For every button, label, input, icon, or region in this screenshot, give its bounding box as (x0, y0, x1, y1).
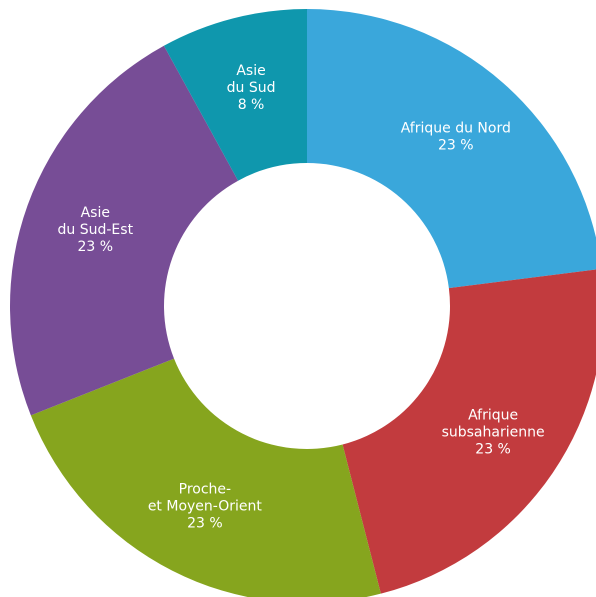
slice-value-label: 23 % (438, 138, 474, 154)
donut-slice (307, 9, 596, 289)
donut-slice (30, 358, 381, 597)
slice-label: Afrique subsaharienne (442, 407, 545, 440)
slice-label-line: Proche- (179, 481, 231, 497)
slice-label: Afrique du Nord (401, 121, 511, 137)
donut-slice (342, 269, 596, 594)
slice-label-line: Afrique (468, 407, 518, 423)
slice-label-line: Asie (236, 63, 265, 79)
slice-label-line: subsaharienne (442, 424, 545, 440)
slice-label-line: du Sud-Est (58, 222, 134, 238)
slice-label-line: Afrique du Nord (401, 121, 511, 137)
slice-value-label: 23 % (187, 515, 223, 531)
donut-slice (163, 9, 307, 181)
slice-label: Proche-et Moyen-Orient (148, 481, 263, 514)
slice-value-label: 23 % (475, 441, 511, 457)
slice-label-line: Asie (81, 205, 110, 221)
slice-label: Asie du Sud (227, 63, 276, 96)
slice-label: Asie du Sud-Est (58, 205, 134, 238)
donut-slice (9, 45, 239, 416)
slice-value-label: 8 % (238, 97, 265, 113)
slice-value-label: 23 % (78, 239, 114, 255)
slice-label-line: du Sud (227, 80, 276, 96)
slice-label-line: et Moyen-Orient (148, 498, 263, 514)
